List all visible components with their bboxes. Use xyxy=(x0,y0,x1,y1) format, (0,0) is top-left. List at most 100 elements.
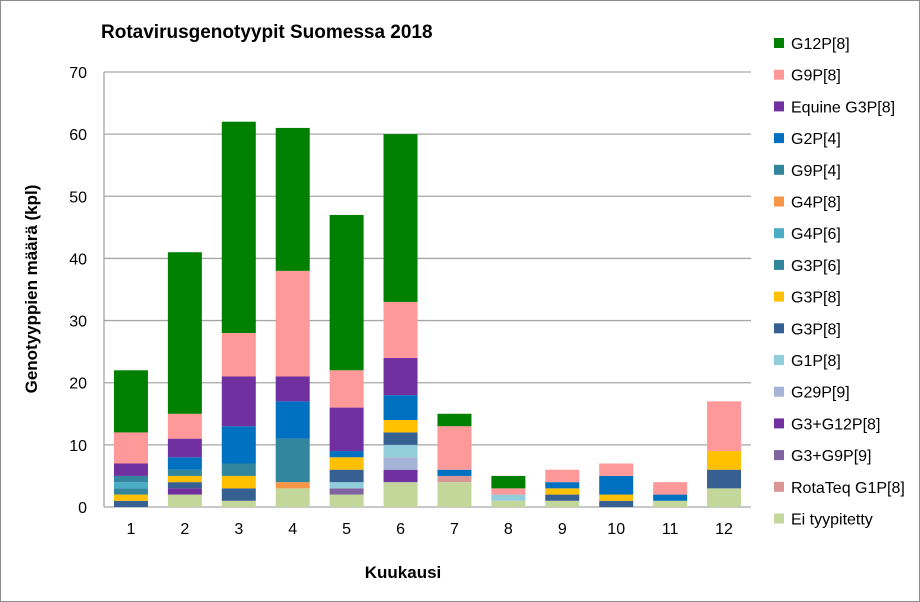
bar-segment xyxy=(167,457,202,470)
bar-segment xyxy=(545,494,580,501)
bar-segment xyxy=(167,475,202,483)
bar-segment xyxy=(545,469,580,483)
bar-segment xyxy=(383,457,418,470)
y-axis-label: Genotyyppien määrä (kpl) xyxy=(22,185,41,394)
bar-segment xyxy=(329,488,364,495)
bar-segment xyxy=(383,444,418,458)
legend-item: RotaTeq G1P[8] xyxy=(774,480,905,497)
bar-segment xyxy=(329,457,364,470)
bar-segment xyxy=(167,494,202,507)
legend-swatch xyxy=(774,69,784,80)
bar-segment xyxy=(599,475,634,495)
bar-segment xyxy=(221,463,256,476)
bar-segment xyxy=(545,482,580,489)
bar-segment xyxy=(437,426,472,470)
bar-segment xyxy=(707,451,742,470)
legend-label: G3+G12P[8] xyxy=(791,416,880,433)
bar-segment xyxy=(329,214,364,371)
bar-segment xyxy=(491,488,526,495)
legend-swatch xyxy=(774,133,784,144)
legend-swatch xyxy=(774,355,784,365)
legend-swatch xyxy=(774,418,784,429)
legend-item: Equine G3P[8] xyxy=(774,99,895,116)
x-tick-label: 1 xyxy=(127,521,136,538)
legend-swatch xyxy=(774,513,784,524)
y-tick-label: 30 xyxy=(69,314,87,331)
bar-segment xyxy=(275,488,310,507)
bar-segment xyxy=(437,475,472,483)
bar-segment xyxy=(167,413,202,439)
bar-segment xyxy=(329,482,364,489)
bar-segment xyxy=(653,500,688,507)
bar-segment xyxy=(221,121,256,333)
bar-segment xyxy=(599,463,634,476)
bar-segment xyxy=(599,500,634,507)
legend-label: G3+G9P[9] xyxy=(791,448,872,465)
bar-segment xyxy=(329,451,364,458)
bar-segment xyxy=(221,376,256,427)
legend-item: Ei tyypitetty xyxy=(774,512,873,529)
bar-segment xyxy=(113,488,148,495)
legend-label: G9P[8] xyxy=(791,68,841,85)
bar-segment xyxy=(275,438,310,483)
bar-segment xyxy=(707,401,742,452)
legend-swatch xyxy=(774,101,784,112)
y-tick-label: 70 xyxy=(69,65,87,82)
legend-swatch xyxy=(774,259,784,270)
bar-segment xyxy=(221,475,256,489)
x-tick-label: 8 xyxy=(504,521,513,538)
bar-segment xyxy=(491,475,526,489)
bar-segment xyxy=(221,488,256,501)
legend-item: G2P[4] xyxy=(774,131,841,148)
bar-segment xyxy=(167,482,202,489)
y-tick-label: 60 xyxy=(69,127,87,144)
legend-item: G1P[8] xyxy=(774,353,841,370)
y-tick-label: 20 xyxy=(69,376,87,393)
x-tick-label: 2 xyxy=(180,521,189,538)
x-tick-label: 3 xyxy=(234,521,243,538)
x-axis-label: Kuukausi xyxy=(365,563,442,582)
legend-item: G9P[8] xyxy=(774,68,841,85)
bar-segment xyxy=(221,333,256,377)
bar-segment xyxy=(383,482,418,507)
legend-swatch xyxy=(774,196,784,207)
bar-segment xyxy=(491,500,526,507)
bar-segment xyxy=(707,469,742,489)
bar-segment xyxy=(437,482,472,507)
bar-segment xyxy=(383,134,418,302)
bar-segment xyxy=(113,370,148,433)
legend-label: G12P[8] xyxy=(791,36,850,53)
legend-label: G3P[8] xyxy=(791,321,841,338)
bar-segment xyxy=(275,401,310,439)
chart-title: Rotavirusgenotyypit Suomessa 2018 xyxy=(101,22,433,43)
legend-swatch xyxy=(774,450,784,461)
bar-segment xyxy=(707,488,742,507)
legend-label: G29P[9] xyxy=(791,385,850,402)
x-tick-label: 11 xyxy=(662,521,679,538)
bar-segment xyxy=(275,376,310,402)
x-tick-label: 5 xyxy=(342,521,351,538)
legend-swatch xyxy=(774,164,784,175)
bar-segment xyxy=(545,500,580,507)
y-tick-label: 10 xyxy=(69,438,87,455)
bar-segment xyxy=(329,370,364,408)
legend-item: G3P[6] xyxy=(774,258,841,275)
bar-segment xyxy=(113,475,148,483)
legend-label: G3P[8] xyxy=(791,290,841,307)
legend-item: G12P[8] xyxy=(774,36,850,53)
x-tick-label: 10 xyxy=(607,521,625,538)
y-tick-label: 0 xyxy=(78,500,87,517)
bar-segment xyxy=(113,494,148,501)
legend-swatch xyxy=(774,481,784,492)
bar-segment xyxy=(653,482,688,495)
legend-swatch xyxy=(774,38,784,48)
legend-label: RotaTeq G1P[8] xyxy=(791,480,905,497)
bar-segment xyxy=(113,463,148,476)
bar-segment xyxy=(383,469,418,483)
bar-segment xyxy=(383,432,418,445)
bar-segment xyxy=(599,494,634,501)
bar-segment xyxy=(437,413,472,427)
legend-swatch xyxy=(774,323,784,334)
bar-segment xyxy=(329,494,364,507)
